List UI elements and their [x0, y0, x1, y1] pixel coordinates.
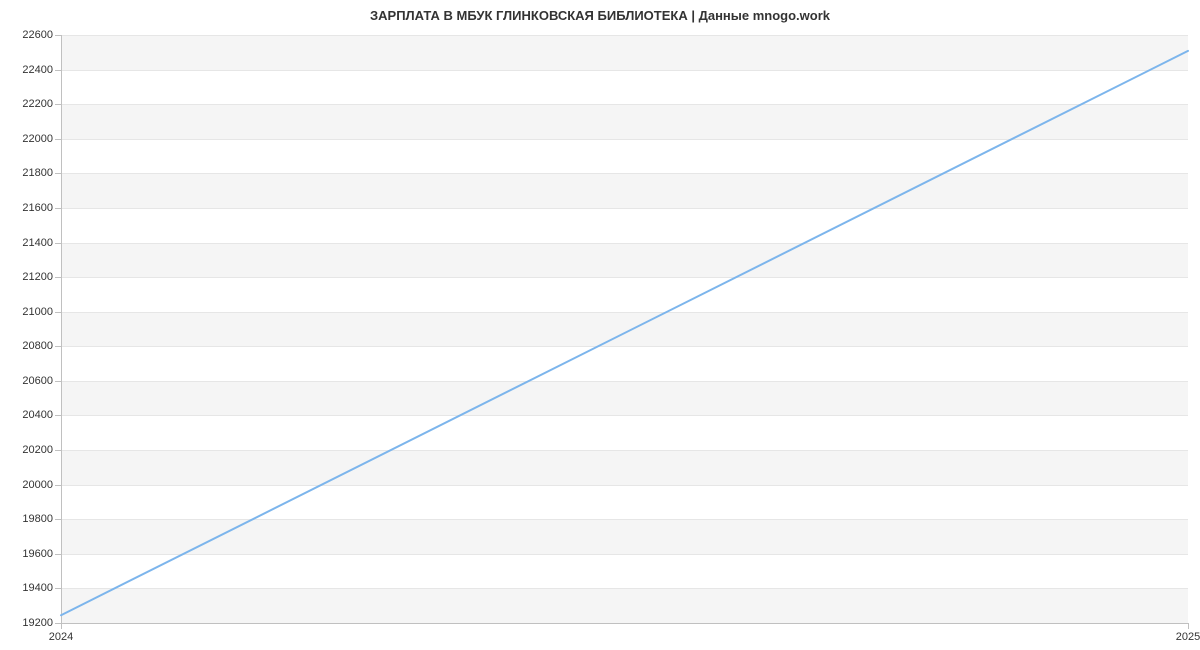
y-axis-label: 22400: [9, 64, 53, 76]
y-axis-label: 21800: [9, 167, 53, 179]
y-axis-label: 19400: [9, 582, 53, 594]
x-tick: [61, 623, 62, 629]
y-axis-label: 21000: [9, 306, 53, 318]
y-axis-label: 22000: [9, 133, 53, 145]
y-axis-label: 20800: [9, 340, 53, 352]
y-axis-label: 20400: [9, 409, 53, 421]
y-axis-label: 20200: [9, 444, 53, 456]
y-axis-label: 22200: [9, 98, 53, 110]
y-axis-label: 20000: [9, 479, 53, 491]
x-axis-line: [61, 623, 1188, 624]
y-axis-label: 21400: [9, 237, 53, 249]
y-axis-label: 19800: [9, 513, 53, 525]
series-line: [61, 35, 1188, 623]
x-axis-label: 2024: [49, 631, 73, 643]
x-axis-label: 2025: [1176, 631, 1200, 643]
y-axis-label: 21200: [9, 271, 53, 283]
x-tick: [1188, 623, 1189, 629]
chart-container: ЗАРПЛАТА В МБУК ГЛИНКОВСКАЯ БИБЛИОТЕКА |…: [0, 0, 1200, 650]
y-axis-label: 21600: [9, 202, 53, 214]
y-axis-label: 19200: [9, 617, 53, 629]
plot-area: 1920019400196001980020000202002040020600…: [61, 35, 1188, 623]
y-axis-label: 19600: [9, 548, 53, 560]
y-axis-label: 20600: [9, 375, 53, 387]
chart-title: ЗАРПЛАТА В МБУК ГЛИНКОВСКАЯ БИБЛИОТЕКА |…: [0, 8, 1200, 23]
y-axis-label: 22600: [9, 29, 53, 41]
